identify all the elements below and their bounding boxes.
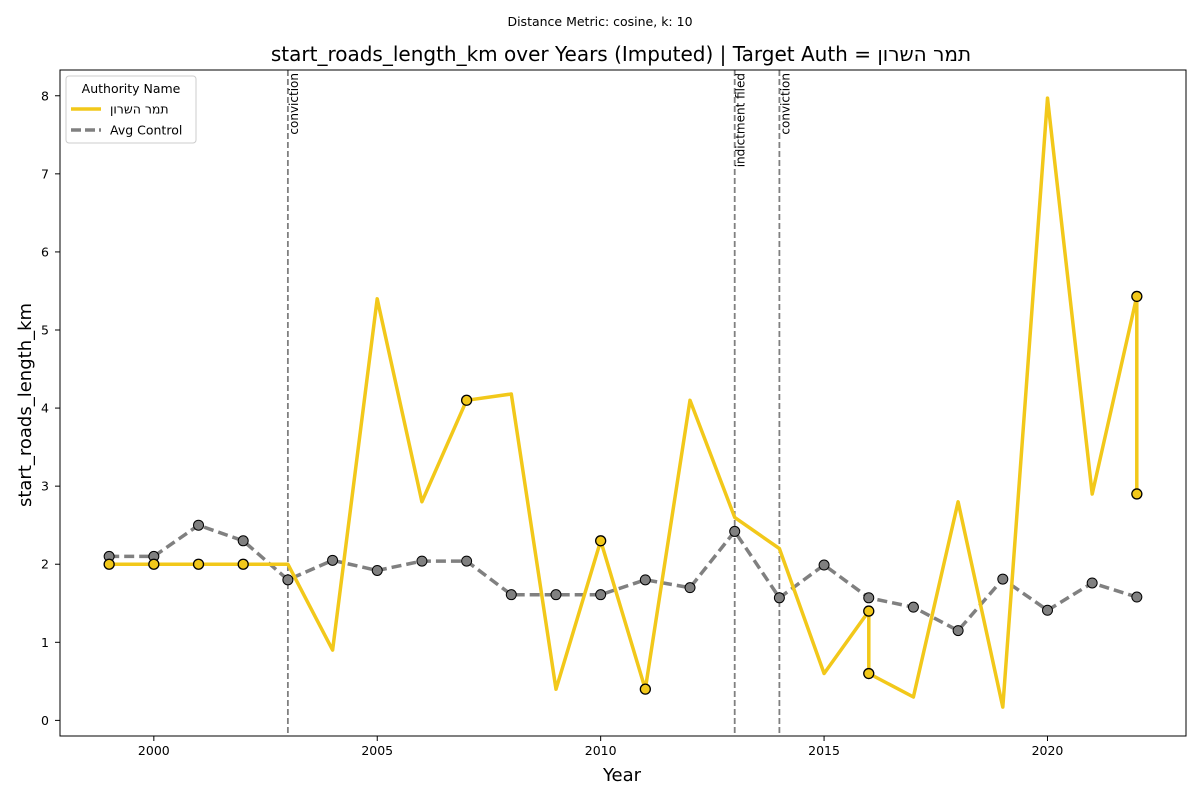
- marker-control: [461, 555, 473, 567]
- x-tick-label: 2020: [1032, 743, 1064, 758]
- marker-target: [192, 558, 205, 570]
- x-axis-ticks: 2000 2005 2010 2015 2020: [138, 736, 1064, 758]
- y-tick-label: 1: [41, 635, 49, 650]
- marker-control: [1041, 604, 1053, 616]
- marker-target: [1131, 290, 1143, 303]
- marker-target: [639, 683, 651, 695]
- series-markers: [103, 290, 1143, 695]
- y-tick-label: 8: [41, 88, 49, 103]
- marker-control: [1131, 591, 1143, 603]
- event-lines: conviction indictment filed conviction: [287, 70, 792, 736]
- x-tick-label: 2000: [138, 743, 170, 758]
- legend-entry-target: תמר השרון: [110, 102, 169, 117]
- marker-control: [952, 625, 964, 637]
- marker-control: [327, 554, 339, 566]
- y-tick-label: 7: [41, 166, 49, 181]
- event-label: conviction: [287, 73, 301, 135]
- marker-control: [818, 559, 830, 571]
- marker-control: [371, 564, 383, 576]
- marker-control: [863, 592, 875, 604]
- marker-target: [595, 535, 607, 547]
- x-tick-label: 2015: [808, 743, 840, 758]
- y-tick-label: 3: [41, 479, 49, 494]
- y-tick-label: 4: [41, 401, 49, 416]
- marker-control: [907, 601, 919, 613]
- marker-control: [193, 519, 205, 531]
- event-label: indictment filed: [734, 73, 748, 167]
- x-axis-label: Year: [602, 765, 642, 786]
- chart-suptitle: Distance Metric: cosine, k: 10: [507, 14, 692, 29]
- y-tick-label: 0: [41, 713, 49, 728]
- x-tick-label: 2010: [585, 743, 617, 758]
- marker-control: [997, 573, 1009, 585]
- marker-target: [103, 558, 115, 570]
- marker-control: [282, 574, 294, 586]
- marker-control: [773, 592, 785, 604]
- marker-control: [639, 574, 651, 586]
- x-tick-label: 2005: [361, 743, 393, 758]
- legend-title: Authority Name: [82, 81, 181, 96]
- y-axis-label: start_roads_length_km: [15, 303, 36, 507]
- legend: Authority Name תמר השרון Avg Control: [65, 75, 197, 144]
- marker-control: [729, 525, 741, 537]
- marker-target: [237, 558, 249, 570]
- series-line-control: [109, 523, 1138, 633]
- y-tick-label: 6: [41, 244, 49, 259]
- marker-control: [505, 589, 517, 601]
- legend-box: [65, 75, 197, 144]
- marker-control: [1086, 577, 1098, 589]
- legend-entry-control: Avg Control: [110, 123, 182, 138]
- y-tick-label: 5: [41, 322, 49, 337]
- series-line-target: [109, 96, 1139, 709]
- event-label: conviction: [778, 73, 792, 135]
- marker-control: [684, 582, 696, 594]
- marker-control: [416, 555, 428, 567]
- y-axis-ticks: 0 1 2 3 4 5 6 7 8: [41, 88, 60, 728]
- marker-target: [863, 605, 875, 617]
- marker-target: [1131, 488, 1143, 500]
- chart-title: start_roads_length_km over Years (Impute…: [271, 42, 971, 66]
- marker-control: [237, 535, 249, 547]
- plot-frame: [59, 69, 1187, 737]
- y-tick-label: 2: [41, 557, 49, 572]
- marker-control: [550, 589, 562, 601]
- marker-target: [460, 394, 473, 406]
- marker-target: [148, 558, 160, 570]
- marker-control: [595, 589, 607, 601]
- marker-target: [863, 667, 875, 680]
- series-lines: [109, 96, 1139, 709]
